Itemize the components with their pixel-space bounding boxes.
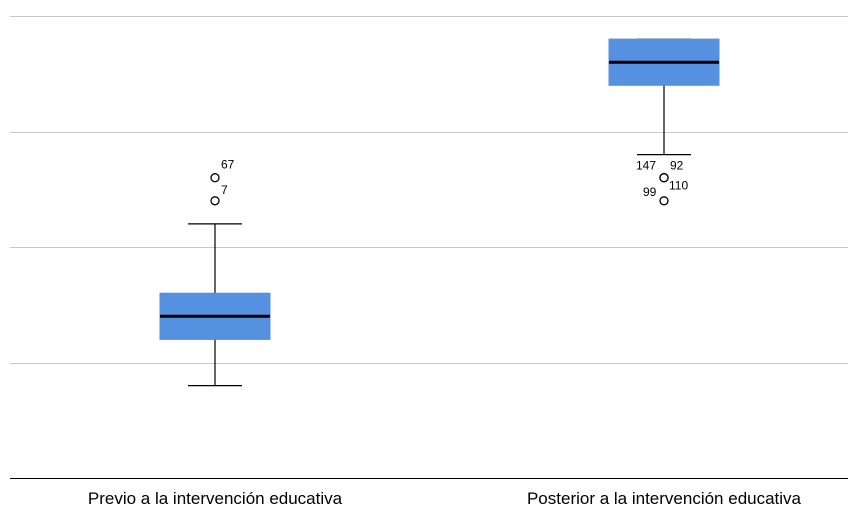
outlier-point [659,173,669,183]
plot-area: 67 7 147 92 110 99 [159,38,720,387]
outlier-point [210,173,220,183]
outlier-label: 7 [221,183,228,197]
outlier-label: 67 [221,158,235,172]
outlier-label: 92 [670,159,684,173]
box-series-2: 147 92 110 99 [608,38,720,206]
box-series-1: 67 7 [159,158,271,387]
outlier-label: 110 [669,179,688,193]
outlier-point [210,196,220,206]
outlier-label: 99 [643,185,657,199]
x-tick-label: Posterior a la intervención educativa [527,489,802,507]
x-tick-label: Previo a la intervención educativa [88,489,343,507]
x-axis: Previo a la intervención educativa Poster… [10,478,848,507]
outlier-point [659,196,669,206]
gridlines [10,16,848,364]
outlier-label: 147 [636,159,656,173]
